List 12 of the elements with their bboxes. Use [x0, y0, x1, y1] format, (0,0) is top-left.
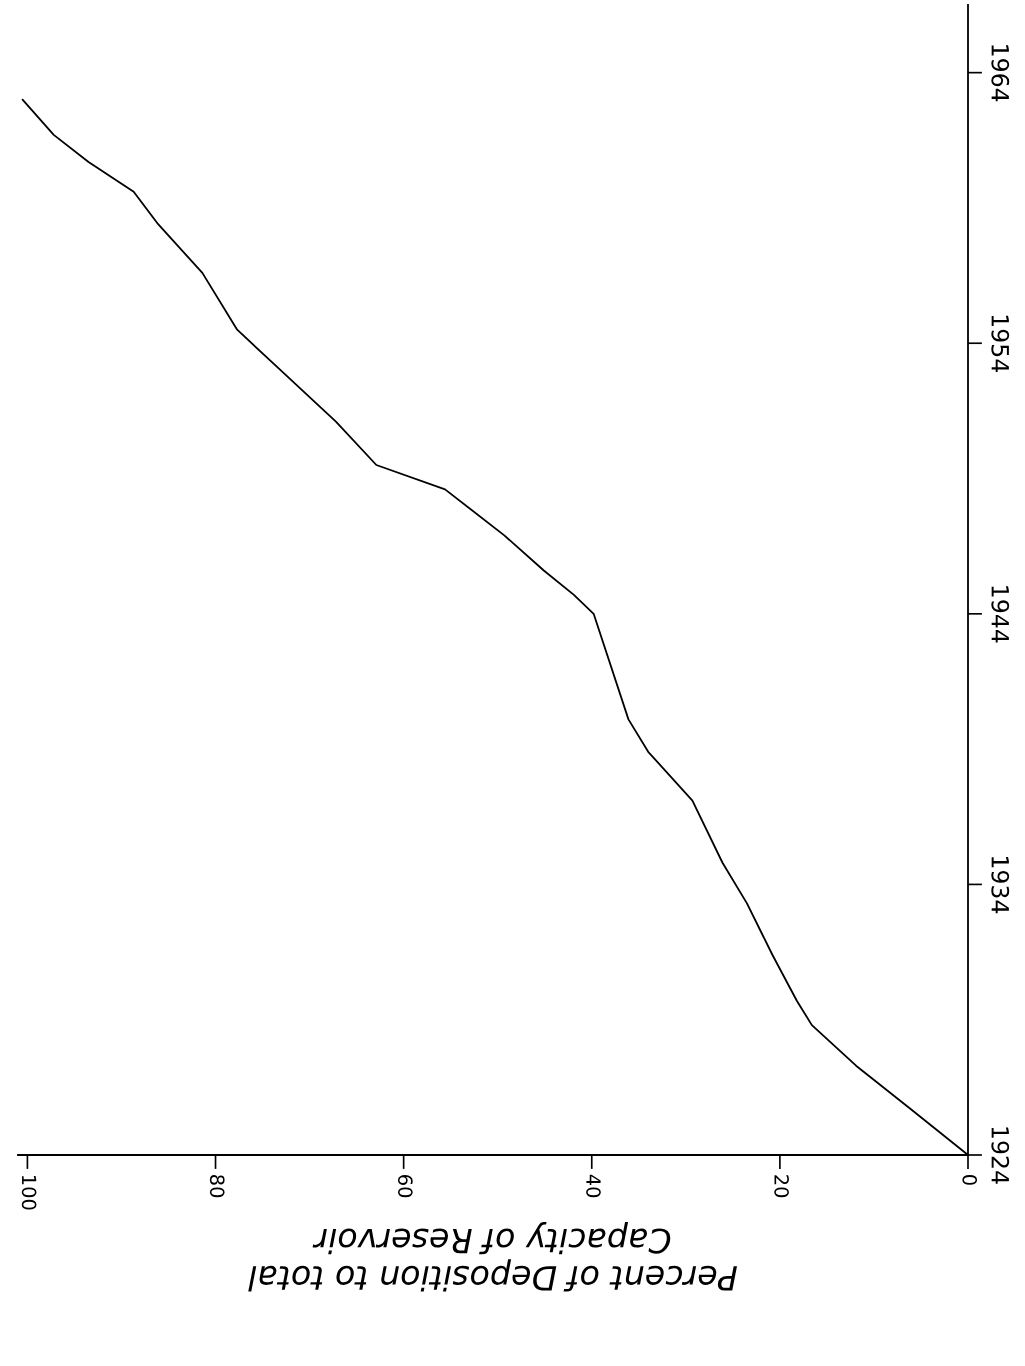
x-tick-label: 20 — [774, 1175, 789, 1198]
y-tick-label: 1934 — [991, 856, 1010, 914]
y-tick-label: 1954 — [991, 315, 1010, 372]
y-tick-label: 1924 — [991, 1127, 1010, 1184]
x-tick-label: 100 — [21, 1175, 37, 1210]
x-tick-label: 60 — [398, 1175, 413, 1198]
x-axis-title: Percent of Deposition to total Capacity of Reservoir — [248, 1221, 737, 1292]
x-tick-label: 0 — [962, 1175, 978, 1185]
y-tick-label: 1944 — [991, 586, 1010, 643]
x-tick-label: 40 — [586, 1174, 601, 1198]
y-tick-label: 1964 — [991, 45, 1010, 102]
x-tick-label: 80 — [209, 1175, 225, 1198]
